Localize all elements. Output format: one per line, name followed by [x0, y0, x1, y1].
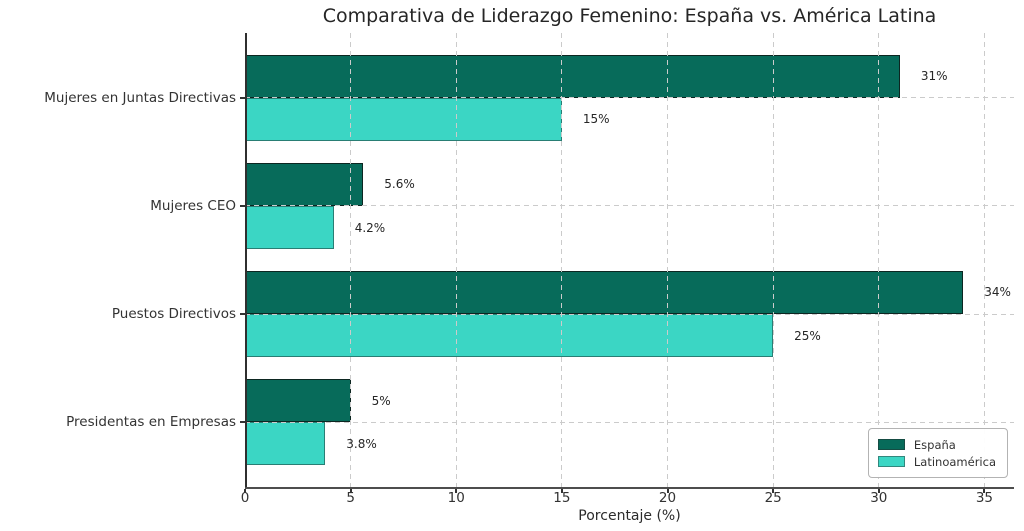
bar-latinoamerica [245, 314, 774, 358]
x-tick-20 [666, 489, 669, 493]
legend-swatch-espana [877, 439, 905, 450]
value-label: 25% [794, 328, 821, 343]
legend: España Latinoamérica [867, 428, 1008, 478]
category-label: Mujeres CEO [150, 197, 236, 214]
gridline-y-0 [245, 97, 1014, 99]
plot-area: España Latinoamérica 31% 15% 5.6% 4.2% 34% 25… [240, 33, 1014, 493]
category-label: Mujeres en Juntas Directivas [44, 89, 236, 106]
gridline-x-30 [878, 33, 880, 487]
x-tick-30 [877, 489, 880, 493]
gridline-x-10 [455, 33, 457, 487]
gridline-y-1 [245, 205, 1014, 207]
value-label: 5.6% [384, 177, 415, 192]
x-tick-label-15: 15 [553, 490, 571, 506]
bar-espana [245, 54, 900, 98]
legend-label-latinoamerica: Latinoamérica [913, 454, 996, 469]
x-tick-0 [244, 489, 246, 493]
x-tick-label-10: 10 [447, 490, 465, 506]
category-label: Puestos Directivos [111, 306, 236, 323]
value-label: 4.2% [354, 220, 386, 235]
value-label: 3.8% [346, 436, 377, 451]
x-tick-25 [772, 489, 775, 493]
y-axis-spine [245, 33, 247, 487]
bar-espana [245, 270, 964, 315]
x-tick-label-25: 25 [764, 490, 782, 506]
bar-espana [245, 162, 364, 206]
value-label: 15% [582, 112, 610, 127]
x-tick-5 [349, 489, 352, 493]
value-label: 5% [371, 393, 391, 408]
y-tick-0 [240, 96, 245, 99]
x-tick-label-5: 5 [346, 490, 355, 506]
value-label: 34% [984, 285, 1011, 300]
chart-title: Comparativa de Liderazgo Femenino: Españ… [322, 5, 937, 27]
x-tick-label-30: 30 [870, 490, 888, 506]
x-tick-15 [560, 489, 563, 493]
y-tick-2 [240, 313, 245, 316]
gridline-x-25 [772, 33, 774, 487]
gridline-x-35 [983, 33, 985, 487]
gridline-x-5 [350, 33, 352, 487]
x-axis-tick-labels: 0 5 10 15 20 25 30 35 [241, 489, 1014, 507]
x-tick-10 [455, 489, 458, 493]
gridline-x-20 [667, 33, 669, 487]
legend-item-latinoamerica: Latinoamérica [877, 453, 996, 470]
legend-item-espana: España [877, 436, 996, 453]
y-tick-3 [240, 421, 245, 424]
x-axis-title: Porcentaje (%) [578, 508, 681, 524]
x-tick-label-35: 35 [975, 490, 994, 506]
gridline-y-2 [245, 313, 1014, 315]
legend-swatch-latinoamerica [877, 456, 905, 467]
y-tick-1 [240, 204, 245, 207]
x-tick-35 [983, 489, 986, 493]
y-axis-labels: Mujeres en Juntas Directivas Mujeres CEO P… [0, 33, 236, 487]
bar-latinoamerica [245, 97, 562, 142]
x-axis-spine [245, 487, 1014, 489]
x-tick-label-0: 0 [240, 490, 250, 506]
category-label: Presidentas en Empresas [66, 414, 236, 431]
gridline-x-15 [561, 33, 563, 487]
value-label: 31% [920, 69, 948, 84]
bar-latinoamerica [245, 422, 326, 466]
legend-label-espana: España [913, 437, 956, 452]
bar-latinoamerica [245, 205, 334, 250]
x-tick-label-20: 20 [658, 490, 677, 506]
gridline-y-3 [245, 421, 1014, 423]
bar-espana [245, 378, 351, 423]
